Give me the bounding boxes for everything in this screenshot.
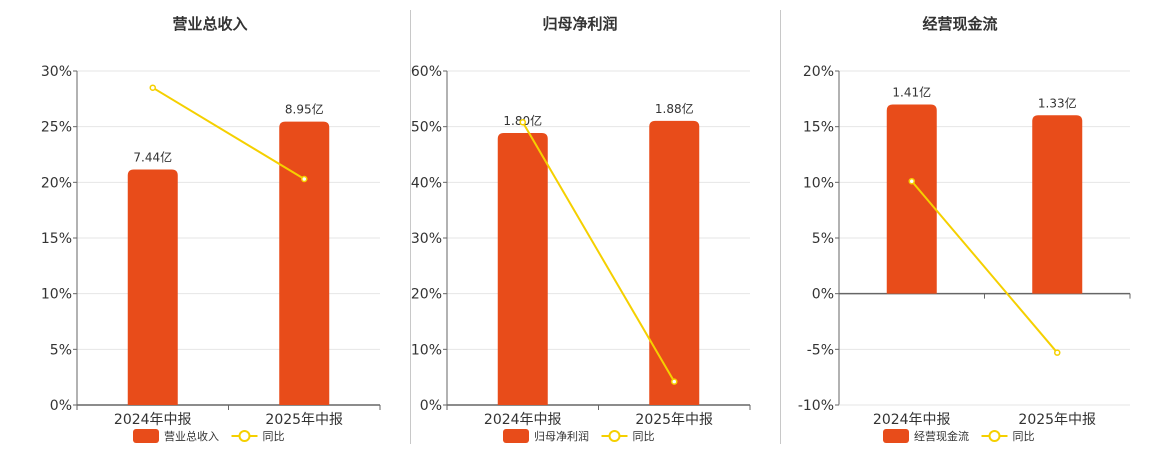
x-tick-label: 2024年中报 bbox=[484, 412, 562, 428]
x-tick-label: 2025年中报 bbox=[635, 412, 713, 428]
legend-bar-label: 经营现金流 bbox=[914, 429, 969, 443]
y-tick-label: 25% bbox=[41, 120, 72, 136]
y-tick-label: 0% bbox=[812, 287, 834, 303]
legend-line-marker bbox=[988, 430, 1001, 442]
panel-divider bbox=[780, 10, 781, 444]
y-tick-label: 5% bbox=[50, 342, 72, 358]
chart-title: 经营现金流 bbox=[922, 15, 997, 33]
bar-value-label: 8.95亿 bbox=[285, 102, 324, 117]
legend-line-label: 同比 bbox=[1013, 430, 1035, 443]
legend-line-label: 同比 bbox=[263, 430, 285, 443]
bar-value-label: 1.41亿 bbox=[892, 85, 931, 100]
yoy-point bbox=[671, 378, 678, 385]
legend-line-marker bbox=[608, 430, 621, 442]
y-tick-label: 10% bbox=[803, 175, 834, 191]
legend-bar-swatch bbox=[133, 429, 159, 443]
bar bbox=[279, 121, 330, 406]
y-tick-label: 5% bbox=[812, 231, 834, 247]
y-tick-label: 15% bbox=[803, 120, 834, 136]
legend-line-label: 同比 bbox=[633, 430, 655, 443]
legend-bar-label: 营业总收入 bbox=[164, 429, 219, 443]
y-tick-label: 20% bbox=[41, 175, 72, 191]
yoy-point bbox=[1054, 349, 1061, 356]
y-tick-label: 30% bbox=[411, 231, 442, 247]
legend-bar-swatch bbox=[503, 429, 529, 443]
yoy-point bbox=[519, 118, 526, 126]
bar bbox=[886, 104, 937, 294]
y-tick-label: 15% bbox=[41, 231, 72, 247]
legend-bar-swatch bbox=[883, 429, 909, 443]
x-tick-label: 2025年中报 bbox=[1018, 412, 1096, 428]
y-tick-label: -5% bbox=[807, 342, 834, 358]
legend-bar-label: 归母净利润 bbox=[534, 429, 589, 443]
y-tick-label: 60% bbox=[411, 64, 442, 80]
bar bbox=[127, 169, 178, 405]
y-tick-label: 40% bbox=[411, 175, 442, 191]
bar-value-label: 1.33亿 bbox=[1038, 95, 1077, 110]
panel-divider bbox=[410, 10, 411, 444]
bar bbox=[649, 120, 700, 406]
legend-line-marker bbox=[238, 430, 251, 442]
y-tick-label: 10% bbox=[411, 342, 442, 358]
y-tick-label: 20% bbox=[411, 287, 442, 303]
x-tick-label: 2025年中报 bbox=[265, 412, 343, 428]
chart-title: 归母净利润 bbox=[542, 15, 617, 33]
bar bbox=[1032, 115, 1083, 294]
yoy-point bbox=[908, 177, 915, 185]
y-tick-label: 0% bbox=[420, 398, 442, 414]
yoy-point bbox=[301, 175, 308, 183]
y-tick-label: 50% bbox=[411, 120, 442, 136]
x-tick-label: 2024年中报 bbox=[873, 412, 951, 428]
y-tick-label: 30% bbox=[41, 64, 72, 80]
y-tick-label: 0% bbox=[50, 398, 72, 414]
y-tick-label: 10% bbox=[41, 287, 72, 303]
yoy-line bbox=[152, 86, 305, 180]
chart-title: 营业总收入 bbox=[172, 15, 247, 33]
yoy-line bbox=[910, 180, 1059, 354]
yoy-line bbox=[521, 121, 676, 383]
bar-value-label: 1.88亿 bbox=[655, 101, 694, 116]
yoy-point bbox=[149, 84, 156, 91]
y-tick-label: 20% bbox=[803, 64, 834, 80]
bar bbox=[497, 132, 548, 405]
x-tick-label: 2024年中报 bbox=[114, 412, 192, 428]
bar-value-label: 7.44亿 bbox=[133, 149, 172, 164]
y-tick-label: -10% bbox=[798, 398, 834, 414]
